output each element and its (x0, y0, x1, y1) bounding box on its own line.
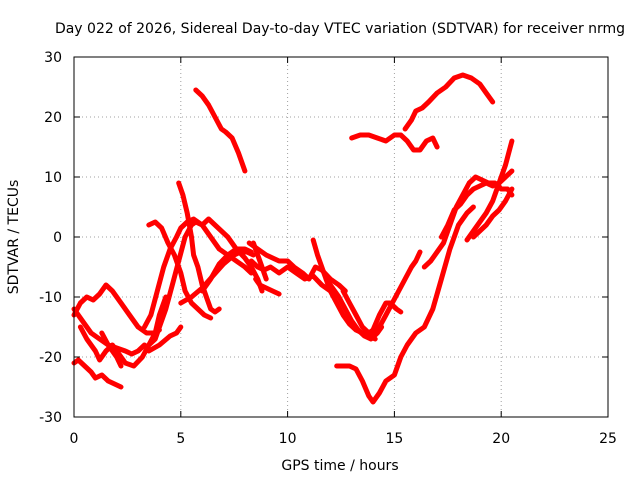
grid (74, 57, 608, 417)
y-tick-label: -30 (39, 410, 62, 426)
chart-title: Day 022 of 2026, Sidereal Day-to-day VTE… (55, 21, 625, 37)
series-24-line (402, 72, 496, 132)
series-1-line (71, 357, 124, 390)
y-tick-label: 0 (53, 230, 62, 246)
series-11-line (178, 249, 256, 306)
series-5-line (99, 330, 124, 369)
x-tick-label: 20 (492, 431, 510, 447)
y-tick-label: -10 (39, 290, 62, 306)
series-19-line (323, 276, 385, 342)
series-12-line (199, 246, 254, 294)
series-2-line (71, 282, 162, 336)
y-tick-label: 10 (44, 170, 62, 186)
x-tick-label: 5 (176, 431, 185, 447)
series-16-line (253, 276, 282, 297)
x-tick-label: 0 (70, 431, 79, 447)
y-axis-label: SDTVAR / TECUs (6, 180, 22, 295)
y-tick-label: -20 (39, 350, 62, 366)
x-tick-label: 25 (599, 431, 617, 447)
y-tick-label: 30 (44, 50, 62, 66)
series-10-line (176, 180, 222, 315)
x-tick-label: 10 (279, 431, 297, 447)
series-27-line (464, 138, 515, 243)
plot-series (71, 72, 515, 405)
x-tick-label: 15 (385, 431, 403, 447)
series-21-line (370, 249, 423, 336)
series-22-line (334, 204, 476, 405)
series-17-line (250, 240, 269, 282)
y-tick-label: 20 (44, 110, 62, 126)
series-28-line (470, 186, 515, 240)
x-axis-label: GPS time / hours (281, 458, 398, 474)
series-14-line (246, 240, 348, 294)
series-9-line (146, 324, 184, 354)
series-23-line (349, 132, 440, 153)
series-13-line (193, 87, 248, 174)
axis-ticks: 0 5 10 15 20 25 -30 -20 -10 0 10 20 30 (39, 50, 617, 447)
series-7-line (146, 219, 214, 321)
